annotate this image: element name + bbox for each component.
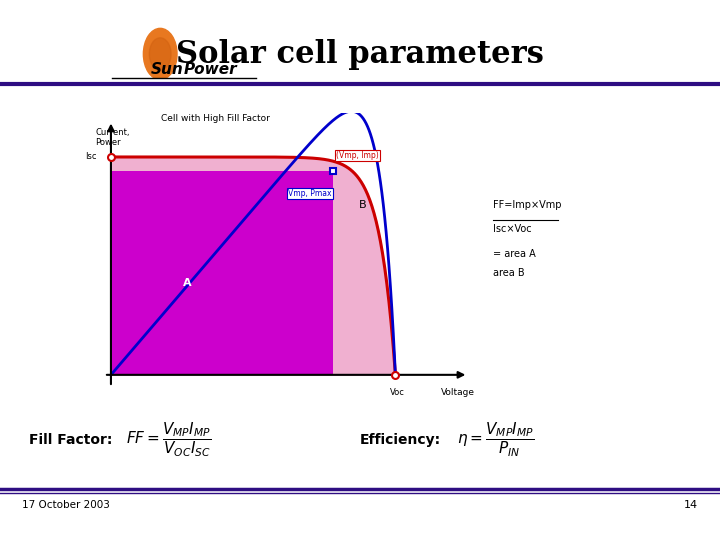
Text: area B: area B	[493, 268, 525, 278]
Text: Isc: Isc	[86, 152, 97, 161]
Text: Power: Power	[184, 62, 237, 77]
Text: (Vmp, Imp): (Vmp, Imp)	[336, 151, 379, 160]
Text: Efficiency:: Efficiency:	[360, 433, 441, 447]
Text: FF=Imp×Vmp: FF=Imp×Vmp	[493, 200, 562, 210]
Bar	[111, 172, 333, 375]
Text: Sun: Sun	[151, 62, 184, 77]
Text: $FF = \dfrac{V_{MP}I_{MP}}{V_{OC}I_{SC}}$: $FF = \dfrac{V_{MP}I_{MP}}{V_{OC}I_{SC}}…	[126, 421, 212, 459]
Text: = area A: = area A	[493, 249, 536, 259]
Text: 14: 14	[684, 500, 698, 510]
Ellipse shape	[149, 38, 171, 70]
Text: B: B	[359, 200, 366, 211]
Text: Current,
Power: Current, Power	[95, 128, 130, 147]
Text: Vmp, Pmax: Vmp, Pmax	[288, 188, 331, 198]
Text: Solar cell parameters: Solar cell parameters	[176, 38, 544, 70]
Text: Fill Factor:: Fill Factor:	[29, 433, 112, 447]
Text: 17 October 2003: 17 October 2003	[22, 500, 109, 510]
Text: Voc: Voc	[390, 388, 405, 397]
Text: $\eta = \dfrac{V_{MP}I_{MP}}{P_{IN}}$: $\eta = \dfrac{V_{MP}I_{MP}}{P_{IN}}$	[457, 421, 535, 459]
Text: Isc×Voc: Isc×Voc	[493, 225, 532, 234]
Ellipse shape	[143, 29, 177, 80]
Text: A: A	[183, 278, 192, 288]
Text: Voltage: Voltage	[441, 388, 475, 397]
Text: Cell with High Fill Factor: Cell with High Fill Factor	[161, 114, 269, 123]
